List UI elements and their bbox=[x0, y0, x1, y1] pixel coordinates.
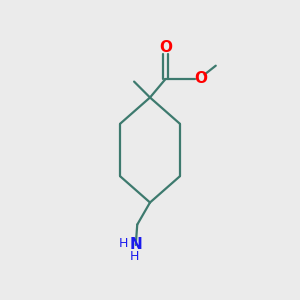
Text: H: H bbox=[130, 250, 139, 263]
Text: H: H bbox=[118, 237, 128, 250]
Text: O: O bbox=[159, 40, 172, 55]
Text: N: N bbox=[129, 238, 142, 253]
Text: O: O bbox=[194, 71, 207, 86]
